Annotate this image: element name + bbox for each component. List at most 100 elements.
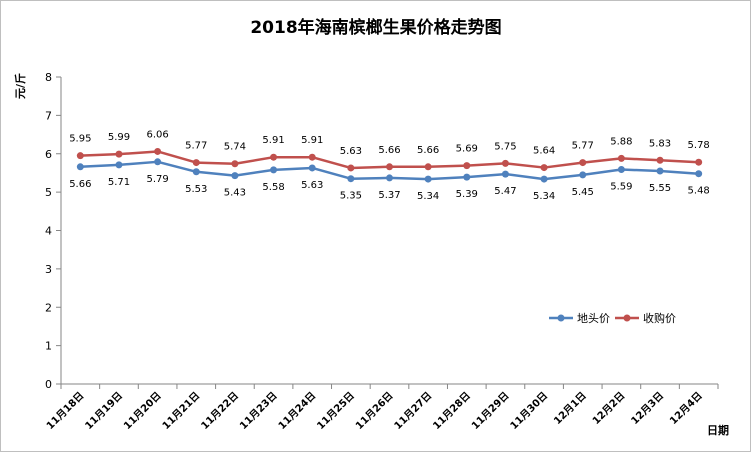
x-tick-label: 11月28日 bbox=[431, 390, 473, 432]
y-tick-label: 3 bbox=[45, 263, 52, 276]
data-point bbox=[579, 159, 587, 167]
data-label: 5.91 bbox=[262, 135, 284, 146]
data-label: 5.66 bbox=[417, 145, 439, 156]
axes: 01234567811月18日11月19日11月20日11月21日11月22日1… bbox=[44, 71, 719, 432]
data-label: 5.47 bbox=[494, 186, 516, 197]
data-point bbox=[231, 160, 239, 168]
y-tick-label: 0 bbox=[45, 378, 52, 391]
data-label: 5.78 bbox=[688, 140, 710, 151]
y-tick-label: 7 bbox=[45, 109, 52, 122]
x-tick-label: 11月29日 bbox=[469, 390, 511, 432]
data-point bbox=[617, 165, 625, 173]
series-2: 5.95 5.99 6.06 5.77 5.74 5.91 5.91 5.63 5.66 5.66… bbox=[69, 129, 710, 172]
data-point bbox=[76, 163, 84, 171]
x-tick-label: 11月22日 bbox=[199, 390, 241, 432]
series-layer: 5.66 5.71 5.79 5.53 5.43 5.58 5.63 5.35 5.37 5.34… bbox=[69, 129, 710, 202]
data-label: 5.71 bbox=[108, 177, 130, 188]
data-point bbox=[501, 170, 509, 178]
data-label: 5.77 bbox=[572, 141, 594, 152]
x-tick-label: 12月3日 bbox=[629, 390, 666, 427]
data-point bbox=[540, 164, 548, 172]
data-point bbox=[192, 159, 200, 167]
legend: 地头价 收购价 bbox=[549, 311, 676, 325]
data-point bbox=[76, 152, 84, 160]
data-point bbox=[579, 171, 587, 179]
data-label: 5.66 bbox=[69, 179, 91, 190]
y-axis-title: 元/斤 bbox=[13, 73, 27, 99]
y-tick-label: 8 bbox=[45, 71, 52, 84]
data-point bbox=[463, 173, 471, 181]
x-tick-label: 11月20日 bbox=[121, 390, 163, 432]
data-label: 5.37 bbox=[378, 190, 400, 201]
data-point bbox=[424, 163, 432, 171]
data-label: 5.91 bbox=[301, 135, 323, 146]
data-label: 5.63 bbox=[301, 180, 323, 191]
data-label: 5.43 bbox=[224, 188, 246, 199]
data-label: 5.48 bbox=[688, 186, 710, 197]
data-label: 5.75 bbox=[494, 141, 516, 152]
legend-label: 收购价 bbox=[643, 311, 676, 325]
data-point bbox=[154, 158, 162, 166]
data-label: 5.64 bbox=[533, 146, 555, 157]
legend-label: 地头价 bbox=[577, 312, 610, 325]
data-point bbox=[540, 175, 548, 183]
data-point bbox=[386, 163, 393, 171]
x-tick-label: 11月23日 bbox=[237, 390, 279, 432]
data-point bbox=[192, 168, 200, 176]
data-label: 5.69 bbox=[456, 144, 478, 155]
legend-item: 收购价 bbox=[615, 311, 676, 325]
data-point bbox=[231, 172, 239, 180]
x-tick-label: 11月19日 bbox=[83, 390, 125, 432]
data-label: 5.34 bbox=[533, 191, 555, 202]
data-point bbox=[308, 153, 316, 161]
legend-swatch-marker bbox=[557, 314, 565, 322]
data-point bbox=[617, 154, 625, 162]
data-label: 5.55 bbox=[649, 183, 671, 194]
x-tick-label: 11月24日 bbox=[276, 390, 318, 432]
x-tick-label: 11月30日 bbox=[508, 390, 550, 432]
data-label: 5.83 bbox=[649, 138, 671, 149]
data-point bbox=[347, 164, 355, 172]
data-label: 5.39 bbox=[456, 189, 478, 200]
data-label: 5.34 bbox=[417, 191, 439, 202]
y-tick-label: 2 bbox=[45, 301, 52, 314]
data-point bbox=[695, 170, 703, 178]
data-point bbox=[656, 167, 664, 175]
data-point bbox=[695, 158, 703, 166]
data-point bbox=[115, 150, 123, 158]
x-tick-label: 11月26日 bbox=[353, 390, 395, 432]
x-tick-label: 12月2日 bbox=[590, 390, 627, 427]
x-tick-label: 11月25日 bbox=[315, 390, 357, 432]
x-tick-label: 11月21日 bbox=[160, 390, 202, 432]
data-point bbox=[154, 147, 162, 155]
data-point bbox=[270, 153, 278, 161]
legend-item: 地头价 bbox=[549, 312, 610, 325]
y-tick-label: 1 bbox=[45, 340, 52, 353]
data-label: 5.79 bbox=[146, 174, 168, 185]
data-point bbox=[424, 175, 432, 183]
data-point bbox=[270, 166, 278, 174]
data-label: 5.95 bbox=[69, 134, 91, 145]
data-label: 5.58 bbox=[262, 182, 284, 193]
data-label: 5.99 bbox=[108, 132, 130, 143]
data-point bbox=[463, 162, 471, 170]
data-label: 5.77 bbox=[185, 141, 207, 152]
data-point bbox=[115, 161, 123, 169]
data-label: 5.45 bbox=[572, 187, 594, 198]
data-label: 5.66 bbox=[378, 145, 400, 156]
data-point bbox=[386, 174, 393, 182]
x-axis-title: 日期 bbox=[707, 423, 729, 437]
x-tick-label: 11月27日 bbox=[392, 390, 434, 432]
x-tick-label: 11月18日 bbox=[44, 390, 86, 432]
data-label: 5.63 bbox=[340, 146, 362, 157]
legend-swatch-marker bbox=[623, 314, 631, 322]
data-point bbox=[308, 164, 316, 172]
data-label: 5.53 bbox=[185, 184, 207, 195]
y-tick-label: 6 bbox=[45, 148, 52, 161]
series-1: 5.66 5.71 5.79 5.53 5.43 5.58 5.63 5.35 5.37 5.34… bbox=[69, 158, 710, 202]
y-tick-label: 4 bbox=[45, 225, 52, 238]
data-label: 6.06 bbox=[146, 129, 168, 140]
data-point bbox=[501, 159, 509, 167]
